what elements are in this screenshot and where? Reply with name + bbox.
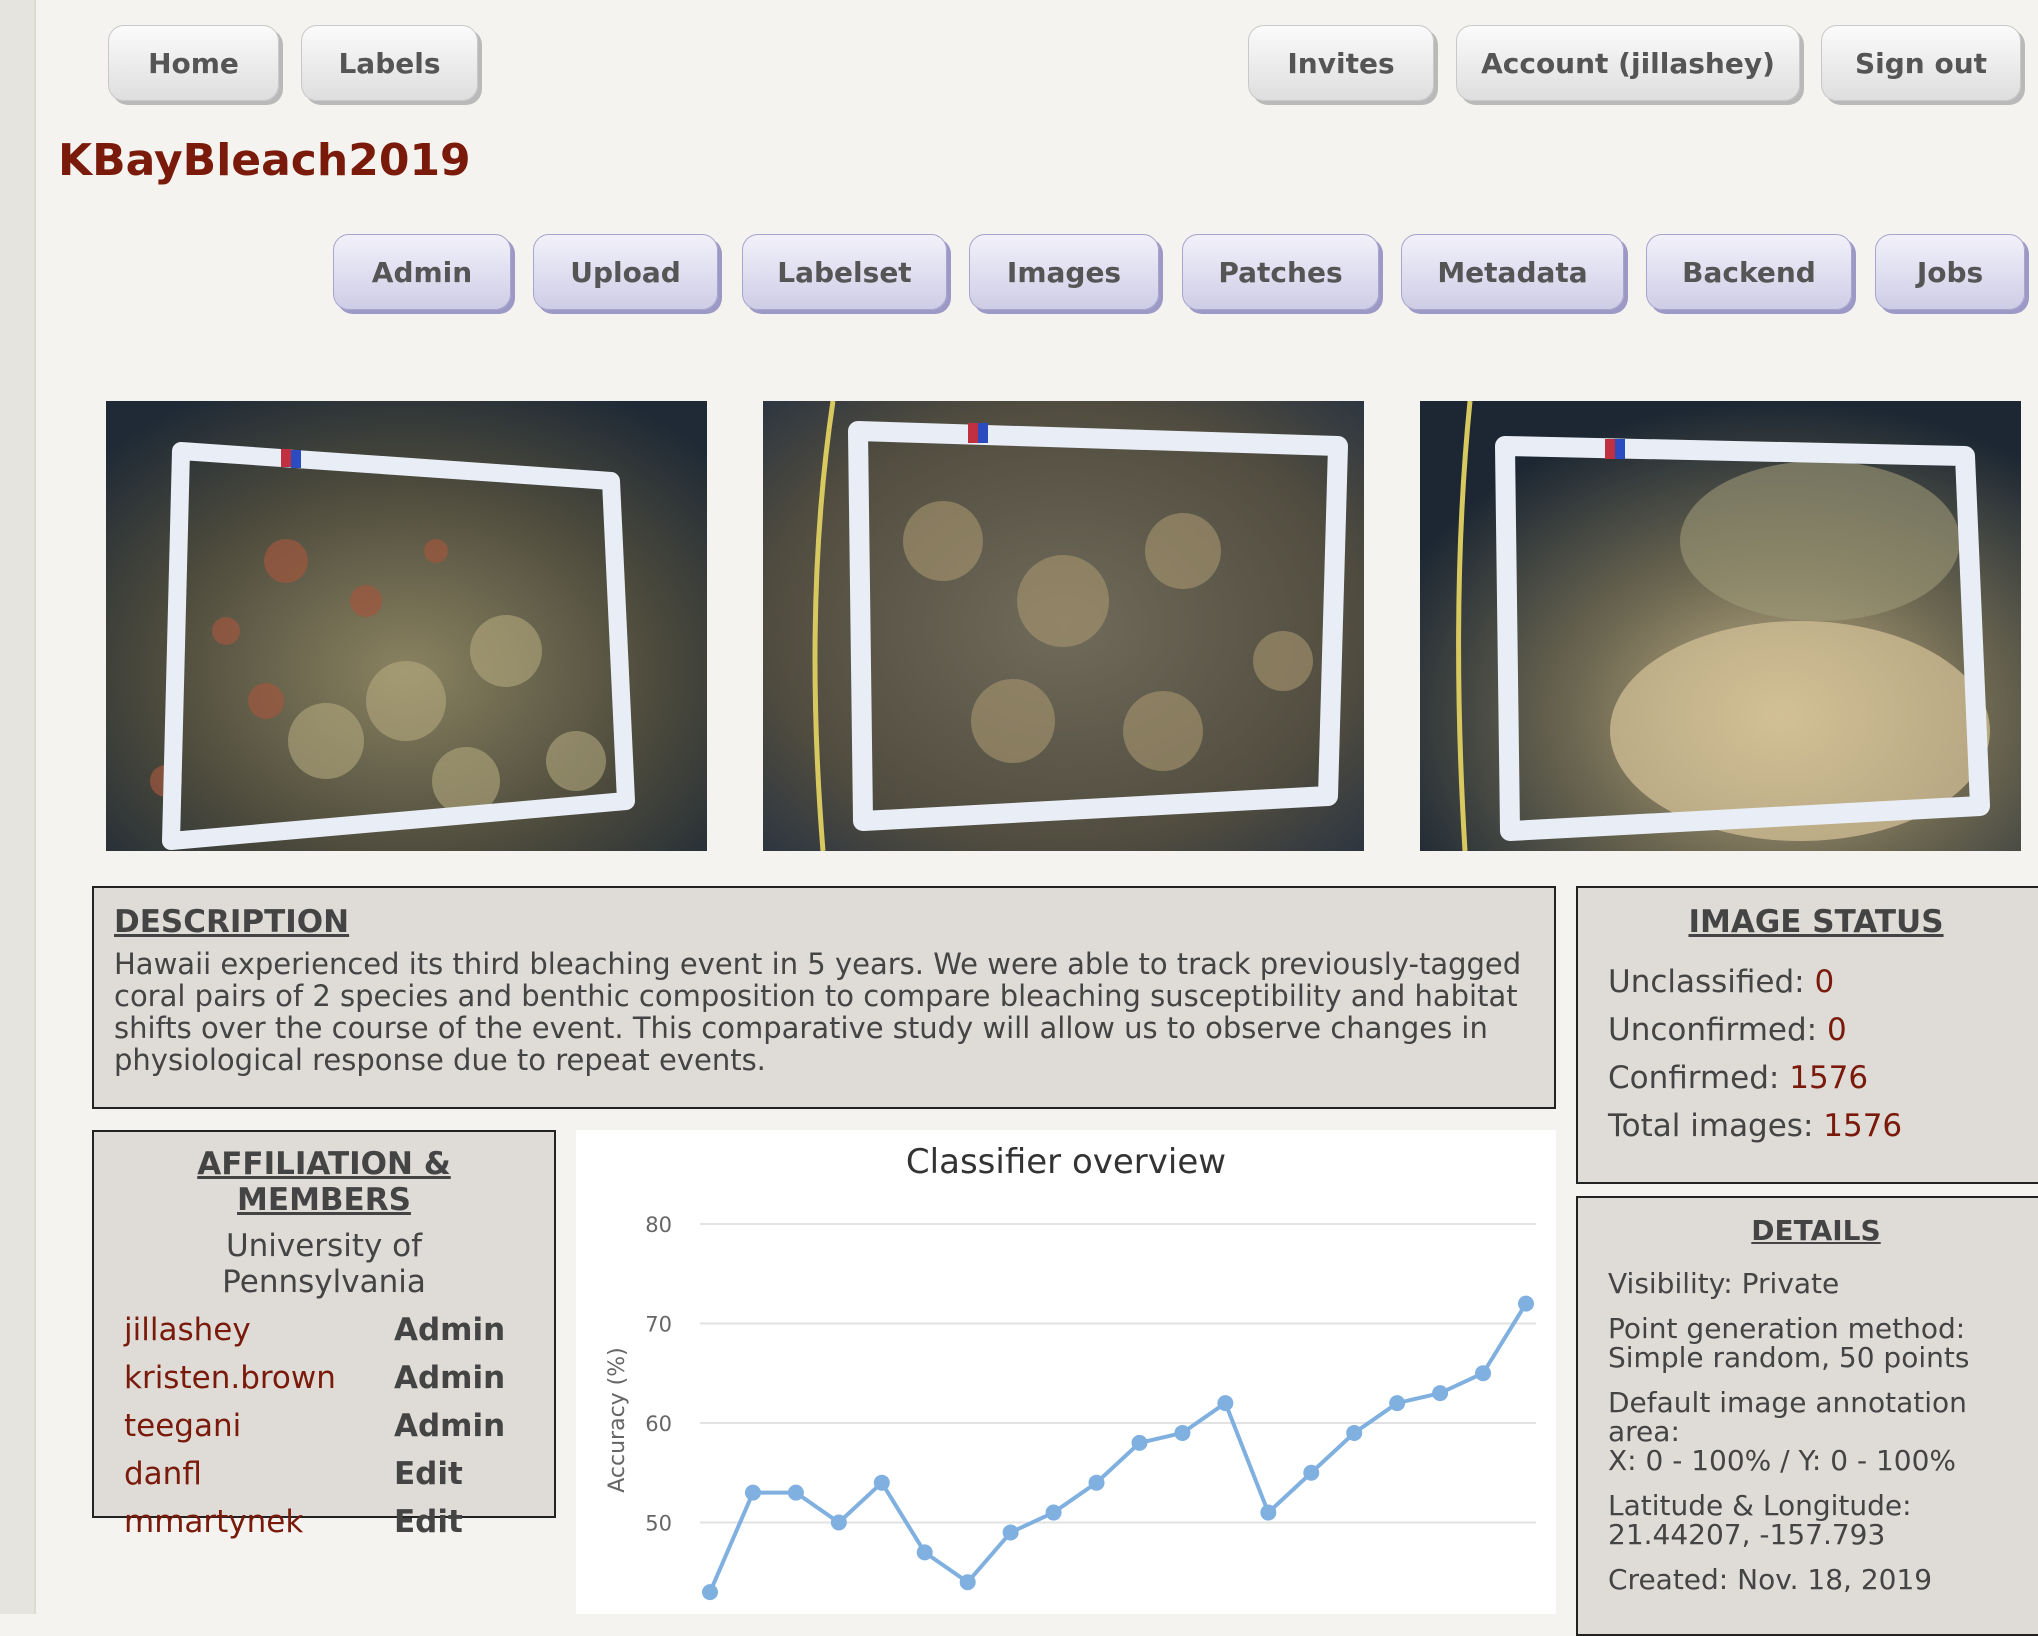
member-row: teegani Admin [124,1402,524,1450]
status-label: Total images: [1608,1108,1824,1144]
member-link[interactable]: mmartynek [124,1504,304,1540]
member-row: kristen.brown Admin [124,1354,524,1402]
accuracy-point[interactable] [873,1474,890,1491]
accuracy-point[interactable] [1432,1385,1449,1402]
accuracy-point[interactable] [830,1514,847,1531]
backend-tab[interactable]: Backend [1646,234,1852,310]
status-label: Confirmed: [1608,1060,1790,1096]
accuracy-point[interactable] [1002,1524,1019,1541]
classifier-chart: Classifier overview 80 70 60 50 Accuracy (%) [576,1130,1556,1614]
status-label: Unconfirmed: [1608,1012,1827,1048]
chart-title: Classifier overview [905,1142,1227,1182]
accuracy-point[interactable] [1518,1295,1534,1312]
status-value: 0 [1826,1012,1847,1048]
organization-name: University of Pennsylvania [222,1228,426,1300]
member-role: Edit [394,1504,463,1540]
status-value: 1576 [1823,1108,1903,1144]
member-row: danfl Edit [124,1450,524,1498]
affiliation-panel: AFFILIATION & MEMBERS University of Penn… [92,1130,556,1540]
visibility-text: Visibility: Private [1608,1267,1840,1300]
example-image-3[interactable] [1420,401,2021,851]
y-tick-label: 50 [645,1512,672,1536]
y-tick-label: 60 [645,1412,672,1436]
labelset-tab[interactable]: Labelset [742,234,947,310]
latlon-text: Latitude & Longitude: 21.44207, -157.793 [1608,1491,2024,1549]
accuracy-point[interactable] [787,1484,804,1501]
example-image-1[interactable] [106,401,707,851]
accuracy-point[interactable] [702,1584,718,1601]
patches-tab[interactable]: Patches [1182,234,1379,310]
details-heading: DETAILS [1751,1214,1881,1247]
latlon-value: 21.44207, -157.793 [1608,1518,1886,1551]
jobs-tab[interactable]: Jobs [1875,234,2025,310]
description-heading: DESCRIPTION [114,904,350,940]
affiliation-heading: AFFILIATION & MEMBERS [197,1146,451,1218]
member-role: Admin [394,1312,506,1348]
status-unconfirmed: Unconfirmed: 0 [1608,1006,2024,1054]
member-row: mmartynek Edit [124,1498,524,1546]
annotation-area-value: X: 0 - 100% / Y: 0 - 100% [1608,1444,1957,1477]
member-link[interactable]: teegani [124,1408,242,1444]
invites-button[interactable]: Invites [1248,25,1434,101]
accuracy-point[interactable] [1346,1424,1363,1441]
images-tab[interactable]: Images [969,234,1159,310]
member-link[interactable]: danfl [124,1456,202,1492]
member-row: jillashey Admin [124,1306,524,1354]
accuracy-point[interactable] [1260,1504,1277,1521]
accuracy-point[interactable] [1131,1434,1148,1451]
accuracy-point[interactable] [959,1574,976,1591]
member-role: Edit [394,1456,463,1492]
y-axis-label: Accuracy (%) [605,1347,630,1493]
accuracy-point[interactable] [1475,1365,1492,1382]
y-tick-label: 80 [645,1213,672,1237]
status-unclassified: Unclassified: 0 [1608,958,2024,1006]
description-text: Hawaii experienced its third bleaching e… [114,947,1522,1077]
image-status-panel: IMAGE STATUS Unclassified: 0 Unconfirmed… [1576,886,2038,1184]
status-value: 0 [1814,964,1835,1000]
created-text: Created: Nov. 18, 2019 [1608,1563,1933,1596]
admin-tab[interactable]: Admin [333,234,511,310]
sign-out-button[interactable]: Sign out [1821,25,2021,101]
status-label: Unclassified: [1608,964,1815,1000]
home-button[interactable]: Home [108,25,279,101]
status-value: 1576 [1789,1060,1869,1096]
y-tick-label: 70 [645,1313,672,1337]
latlon-label: Latitude & Longitude: [1608,1489,1912,1522]
accuracy-point[interactable] [1217,1395,1234,1412]
status-total-images: Total images: 1576 [1608,1102,2024,1150]
accuracy-point[interactable] [1303,1464,1320,1481]
member-role: Admin [394,1360,506,1396]
example-image-2[interactable] [763,401,1364,851]
annotation-area-text: Default image annotation area: X: 0 - 100… [1608,1388,2024,1475]
annotation-area-label: Default image annotation area: [1608,1386,1967,1448]
accuracy-point[interactable] [1389,1395,1406,1412]
labels-button[interactable]: Labels [301,25,478,101]
metadata-tab[interactable]: Metadata [1401,234,1624,310]
description-panel: DESCRIPTION Hawaii experienced its third… [92,886,1556,1109]
accuracy-point[interactable] [1174,1424,1191,1441]
accuracy-series-line [708,1302,1528,1593]
member-role: Admin [394,1408,506,1444]
image-status-heading: IMAGE STATUS [1688,904,1944,940]
left-sidebar-strip [0,0,36,1614]
accuracy-point[interactable] [1045,1504,1062,1521]
accuracy-point[interactable] [1088,1474,1105,1491]
point-generation-text: Point generation method: Simple random, … [1608,1312,1970,1374]
details-panel: DETAILS Visibility: Private Point genera… [1576,1196,2038,1636]
status-confirmed: Confirmed: 1576 [1608,1054,2024,1102]
source-title: KBayBleach2019 [58,135,471,186]
member-link[interactable]: kristen.brown [124,1360,336,1396]
member-link[interactable]: jillashey [124,1312,251,1348]
accuracy-point[interactable] [916,1544,933,1561]
upload-tab[interactable]: Upload [533,234,718,310]
account-button[interactable]: Account (jillashey) [1456,25,1800,101]
accuracy-point[interactable] [744,1484,761,1501]
chart-plot: 80 70 60 50 Accuracy (%) [605,1213,1536,1601]
